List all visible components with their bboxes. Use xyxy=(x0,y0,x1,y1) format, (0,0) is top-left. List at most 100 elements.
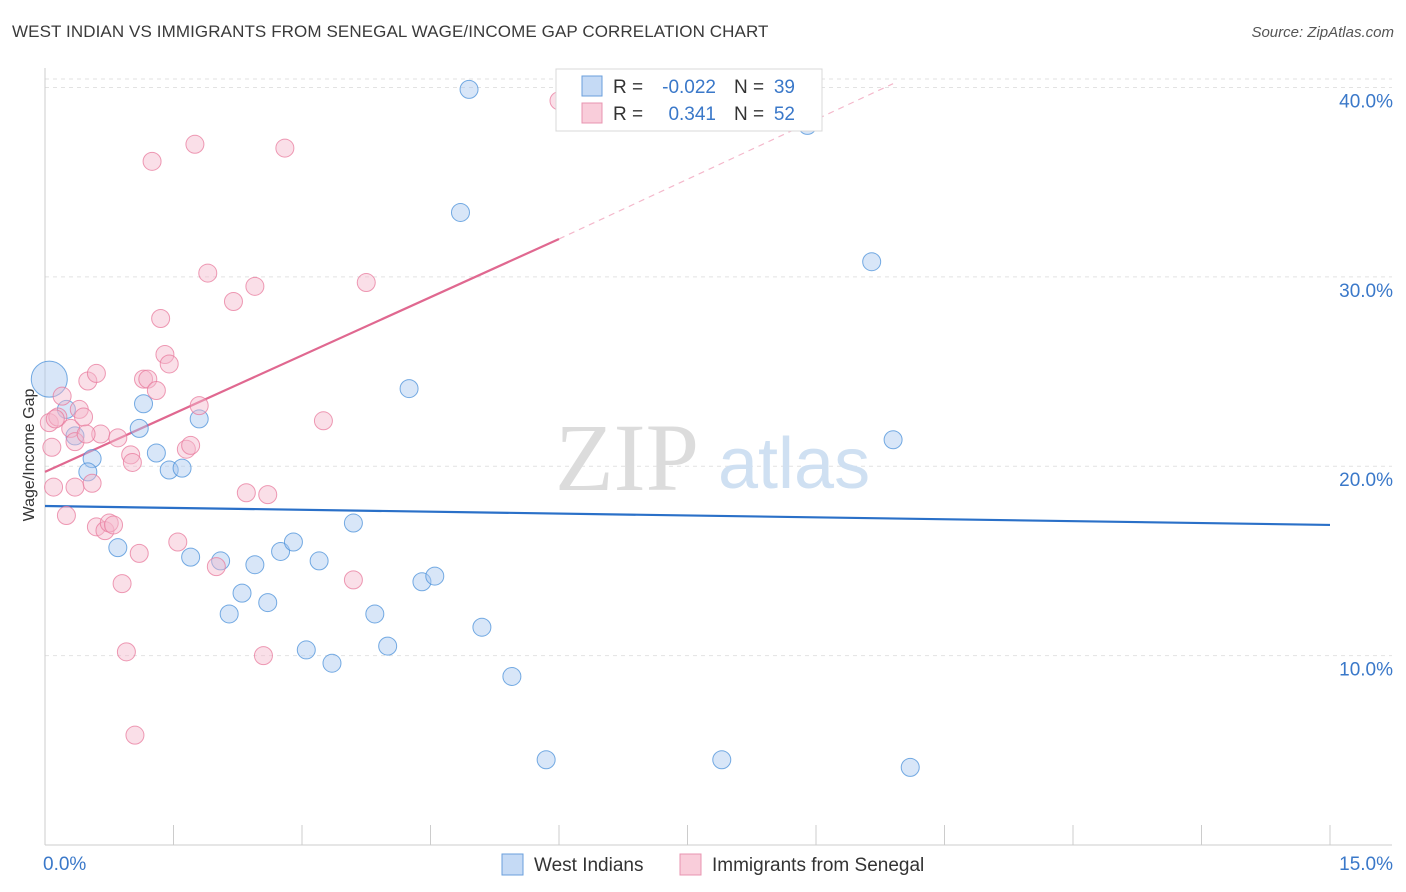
west-indians-point-34 xyxy=(712,750,732,770)
legend-r-label-1: R = xyxy=(613,77,643,98)
senegal-point-40 xyxy=(236,483,256,503)
senegal-point-31 xyxy=(159,354,179,374)
senegal-point-34 xyxy=(181,435,201,455)
senegal-point-37 xyxy=(198,263,218,283)
senegal-point-45 xyxy=(313,411,333,431)
senegal-point-24 xyxy=(129,543,149,563)
senegal-point-51 xyxy=(122,452,142,472)
senegal-point-5 xyxy=(56,505,76,525)
west-indians-point-12 xyxy=(181,547,201,567)
x-tick-labels: 0.0% 15.0% xyxy=(43,854,1393,875)
senegal-point-29 xyxy=(151,309,171,329)
legend-bottom-label-senegal[interactable]: Immigrants from Senegal xyxy=(712,855,924,876)
west-indians-point-38 xyxy=(900,757,920,777)
y-tick-label-2: 30.0% xyxy=(1339,281,1393,302)
senegal-point-39 xyxy=(223,291,243,311)
senegal-point-4 xyxy=(52,386,72,406)
west-indians-point-20 xyxy=(296,640,316,660)
data-points xyxy=(30,79,920,777)
west-indians-point-11 xyxy=(189,409,209,429)
senegal-point-35 xyxy=(185,134,205,154)
senegal-point-7 xyxy=(65,477,85,497)
senegal-point-21 xyxy=(116,642,136,662)
y-tick-label-3: 40.0% xyxy=(1339,91,1393,112)
legend-bottom-swatch-pink xyxy=(679,853,702,876)
y-tick-label-1: 20.0% xyxy=(1339,470,1393,491)
west-indians-point-32 xyxy=(502,666,522,686)
west-indians-point-19 xyxy=(283,532,303,552)
senegal-point-49 xyxy=(45,409,65,429)
senegal-point-12 xyxy=(82,473,102,493)
senegal-point-8 xyxy=(65,432,85,452)
west-indians-point-5 xyxy=(108,538,128,558)
west-indians-point-16 xyxy=(245,555,265,575)
senegal-point-42 xyxy=(253,646,273,666)
west-indians-point-28 xyxy=(425,566,445,586)
senegal-point-3 xyxy=(48,407,68,427)
senegal-point-25 xyxy=(134,369,154,389)
senegal-trend-line xyxy=(44,237,560,473)
senegal-point-47 xyxy=(356,273,376,293)
west-indians-point-22 xyxy=(322,653,342,673)
x-tick-label-1: 15.0% xyxy=(1339,854,1393,875)
senegal-point-36 xyxy=(189,396,209,416)
west-indians-point-17 xyxy=(258,593,278,613)
chart-title: WEST INDIAN VS IMMIGRANTS FROM SENEGAL W… xyxy=(12,22,769,41)
legend-bottom-label-west-indians[interactable]: West Indians xyxy=(534,855,643,876)
west-indians-point-33 xyxy=(536,750,556,770)
axes xyxy=(44,68,1392,846)
senegal-point-23 xyxy=(125,725,145,745)
senegal-point-20 xyxy=(112,574,132,594)
watermark-zip: ZIP xyxy=(555,404,699,511)
west-indians-point-27 xyxy=(412,572,432,592)
senegal-point-1 xyxy=(42,437,62,457)
west-indians-point-7 xyxy=(134,394,154,414)
senegal-point-44 xyxy=(275,138,295,158)
legend-bottom-swatch-blue xyxy=(501,853,524,876)
west-indians-point-4 xyxy=(78,462,98,482)
senegal-point-10 xyxy=(74,407,94,427)
west-indians-point-26 xyxy=(399,379,419,399)
legend-bottom: West Indians Immigrants from Senegal xyxy=(501,853,924,876)
watermark: ZIP atlas xyxy=(555,404,870,511)
senegal-point-13 xyxy=(86,363,106,383)
west-indians-point-29 xyxy=(450,202,470,222)
watermark-atlas: atlas xyxy=(718,424,870,504)
west-indians-point-21 xyxy=(309,551,329,571)
legend-n-label-2: N = xyxy=(734,104,764,125)
legend-n-value-1: 39 xyxy=(774,77,795,98)
legend-n-label-1: N = xyxy=(734,77,764,98)
legend-r-value-1: -0.022 xyxy=(662,77,716,98)
legend-swatch-blue xyxy=(581,75,603,97)
west-indians-point-8 xyxy=(146,443,166,463)
senegal-point-2 xyxy=(44,477,64,497)
legend-n-value-2: 52 xyxy=(774,104,795,125)
west-indians-point-25 xyxy=(378,636,398,656)
west-indians-point-31 xyxy=(472,617,492,637)
y-tick-labels: 10.0% 20.0% 30.0% 40.0% xyxy=(1339,91,1393,680)
senegal-point-41 xyxy=(245,276,265,296)
senegal-point-50 xyxy=(76,424,96,444)
west-indians-point-23 xyxy=(343,513,363,533)
west-indians-point-6 xyxy=(129,418,149,438)
senegal-point-19 xyxy=(108,428,128,448)
senegal-point-32 xyxy=(168,532,188,552)
x-tick-label-0: 0.0% xyxy=(43,854,86,875)
west-indians-trend-line xyxy=(44,504,1331,527)
senegal-point-43 xyxy=(258,485,278,505)
senegal-point-22 xyxy=(121,445,141,465)
west-indians-point-37 xyxy=(883,430,903,450)
y-axis-label: Wage/Income Gap xyxy=(21,389,38,522)
senegal-point-30 xyxy=(155,344,175,364)
legend-top: R = -0.022 N = 39 R = 0.341 N = 52 xyxy=(555,68,823,132)
west-indians-point-15 xyxy=(232,583,252,603)
senegal-point-18 xyxy=(104,515,124,535)
west-indians-point-14 xyxy=(219,604,239,624)
senegal-point-28 xyxy=(146,380,166,400)
west-indians-point-18 xyxy=(271,541,291,561)
legend-r-label-2: R = xyxy=(613,104,643,125)
west-indians-point-36 xyxy=(862,252,882,272)
senegal-point-27 xyxy=(142,151,162,171)
west-indians-point-24 xyxy=(365,604,385,624)
